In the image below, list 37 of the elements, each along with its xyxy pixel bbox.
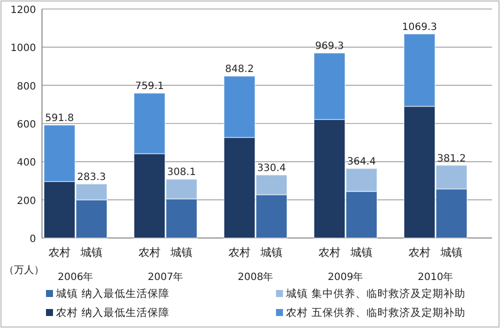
x-tick-label: 农村 [408,246,430,259]
total-label: 364.4 [347,156,376,168]
total-label: 283.3 [77,172,106,183]
text: 2006年 [58,271,94,283]
x-tick-label: 城镇 [350,246,372,259]
x-tick-label: 农村 [138,246,160,259]
total-label: 591.8 [45,113,74,124]
x-tick-label: 城镇 [170,246,192,259]
y-tick-label: 0 [30,234,36,245]
y-axis-title: （万人） [4,265,44,276]
y-tick-label: 600 [16,120,36,130]
x-tick-label: 农村 [228,246,250,259]
x-tick-label: 城镇 [260,246,282,259]
x-tick-label: 城镇 [80,246,102,259]
x-tick-label: 农村 [48,246,70,259]
y-tick-label: 400 [16,158,36,169]
total-label: 381.2 [437,153,466,164]
y-tick-label: 1200 [10,5,36,16]
text: 2009年 [328,271,364,283]
y-tick-label: 800 [16,81,36,92]
legend-label: 农村 五保供养、临时救济及定期补助 [286,306,466,319]
text: 2007年 [148,271,184,283]
total-label: 969.3 [315,41,344,52]
legend-label: 城镇 集中供养、临时救济及定期补助 [285,287,466,300]
y-tick-label: 200 [16,196,36,207]
total-label: 308.1 [167,167,196,178]
total-label: 1069.3 [402,22,437,33]
y-tick-label: 1000 [10,43,36,54]
legend-label: 农村 纳入最低生活保障 [56,306,170,319]
legend-label: 城镇 纳入最低生活保障 [55,287,170,300]
x-tick-label: 城镇 [440,246,462,259]
total-label: 759.1 [135,81,164,92]
total-label: 330.4 [257,162,286,174]
text: 2010年 [418,271,454,283]
x-tick-label: 农村 [318,246,340,259]
text: 2008年 [238,271,274,283]
total-label: 848.2 [225,64,254,76]
